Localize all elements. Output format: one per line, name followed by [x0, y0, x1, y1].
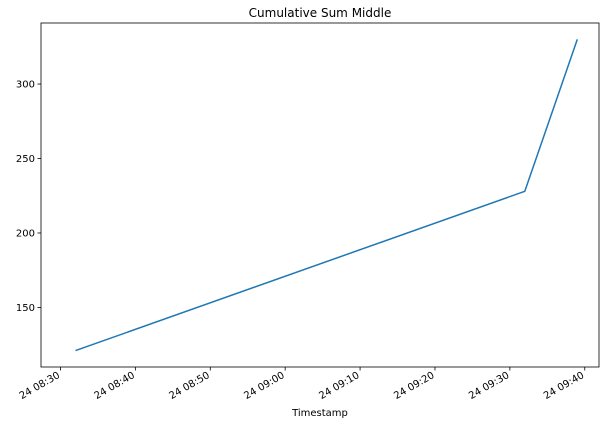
x-tick-label: 24 09:10	[317, 370, 361, 402]
y-axis: 150 200 250 300	[16, 80, 41, 314]
x-tick-label: 24 09:00	[242, 370, 286, 402]
x-tick-label: 24 09:20	[392, 370, 436, 402]
y-tick-label: 250	[16, 154, 35, 165]
y-tick-label: 200	[16, 228, 35, 239]
x-tick-label: 24 09:40	[542, 370, 586, 402]
x-tick-label: 24 08:50	[168, 370, 212, 402]
y-tick-label: 150	[16, 303, 35, 314]
x-axis: 24 08:30 24 08:40 24 08:50 24 09:00 24 09:10…	[18, 367, 586, 402]
x-axis-label: Timestamp	[291, 408, 348, 419]
x-tick-label: 24 08:30	[18, 370, 62, 402]
plot-area-frame	[40, 22, 600, 368]
chart-title: Cumulative Sum Middle	[249, 6, 392, 20]
x-tick-label: 24 09:30	[467, 370, 511, 402]
x-tick-label: 24 08:40	[93, 370, 137, 402]
y-tick-label: 300	[16, 80, 35, 91]
series-line	[75, 39, 579, 352]
